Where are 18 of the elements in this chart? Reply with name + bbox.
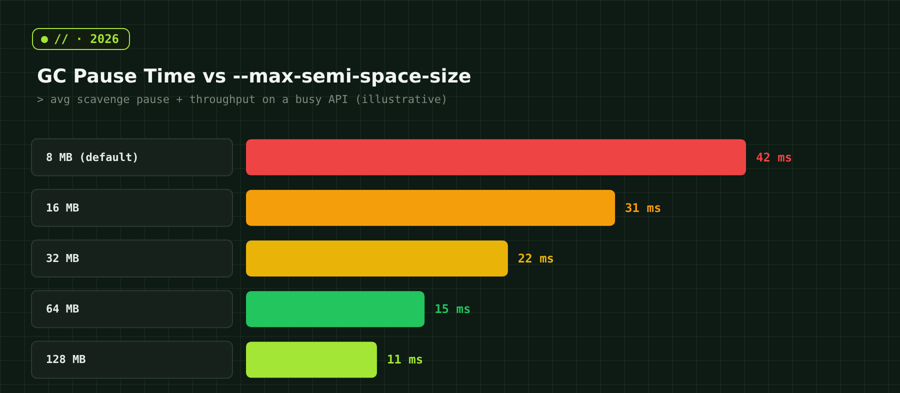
data-label: 15 ms xyxy=(434,302,471,316)
bar xyxy=(246,342,377,378)
text: // · 2026 xyxy=(54,32,120,46)
bar xyxy=(246,190,616,226)
y-tick-label: 16 MB xyxy=(46,201,80,214)
data-label: 31 ms xyxy=(625,200,662,215)
data-label: 11 ms xyxy=(386,352,424,367)
y-tick-label: 32 MB xyxy=(46,252,80,265)
y-tick-label: 128 MB xyxy=(46,353,86,366)
chart-title: GC Pause Time vs --max-semi-space-size xyxy=(37,66,472,88)
y-tick-label: 64 MB xyxy=(46,302,80,316)
data-label: 42 ms xyxy=(756,150,792,164)
bar xyxy=(246,291,425,328)
bar xyxy=(246,139,746,176)
data-label: 22 ms xyxy=(518,252,554,266)
y-tick-label: 8 MB (default) xyxy=(46,150,139,164)
bar xyxy=(246,240,508,276)
chart-subtitle: > avg scavenge pause + throughput on a busy API (illustrative) xyxy=(37,93,448,106)
